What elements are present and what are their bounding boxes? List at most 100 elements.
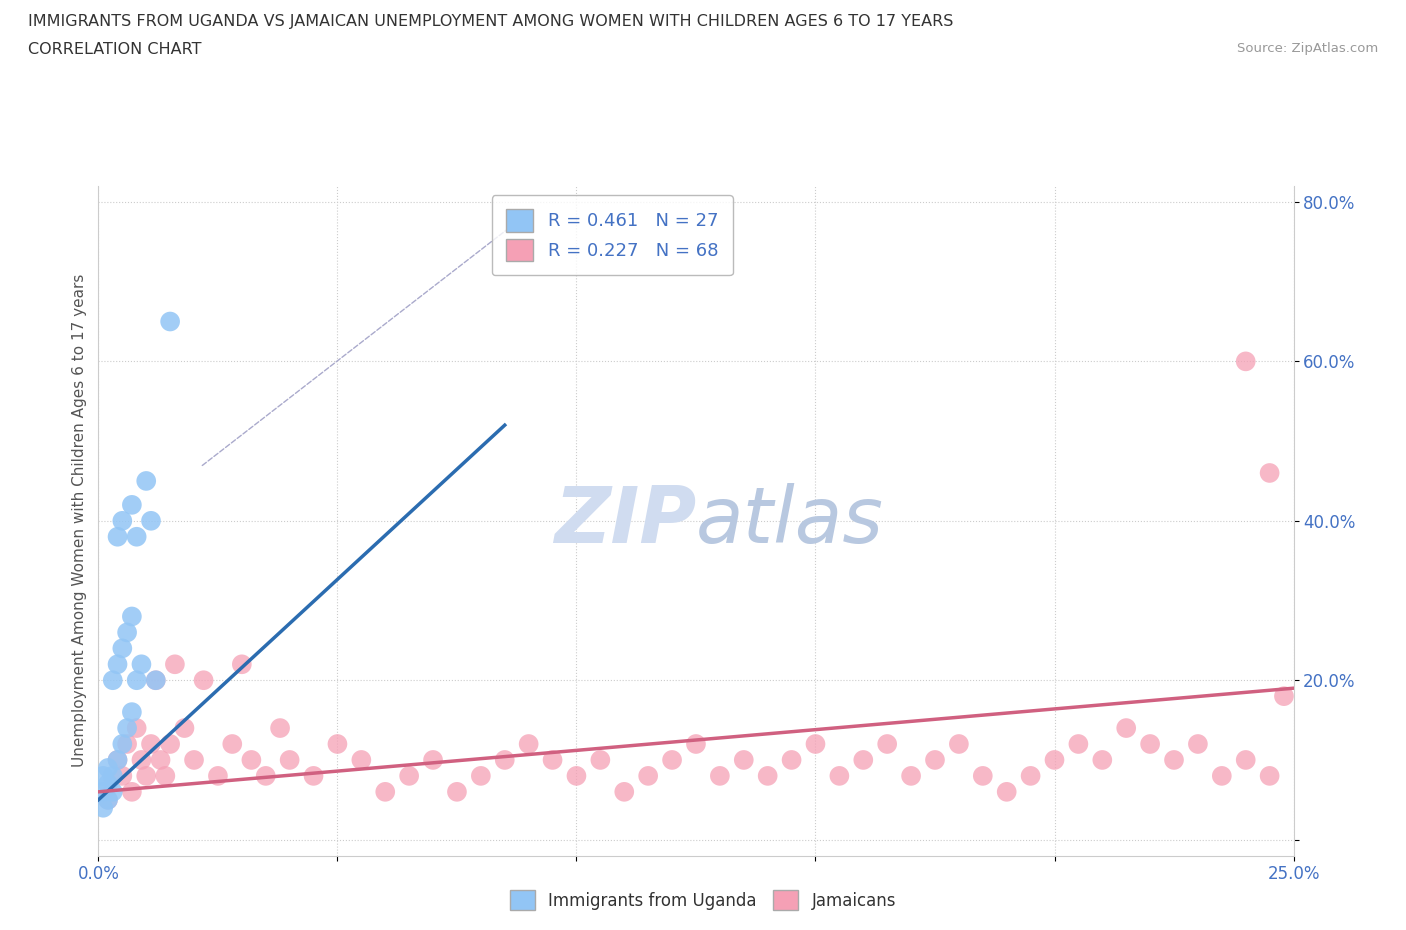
Point bbox=[1234, 354, 1257, 369]
Point bbox=[97, 792, 120, 807]
Point bbox=[139, 737, 162, 751]
Point bbox=[254, 768, 277, 783]
Point bbox=[111, 513, 134, 528]
Point bbox=[155, 768, 177, 783]
Point bbox=[541, 752, 564, 767]
Point bbox=[995, 784, 1018, 799]
Text: ZIP: ZIP bbox=[554, 483, 696, 559]
Point bbox=[159, 314, 181, 329]
Point bbox=[613, 784, 636, 799]
Point bbox=[111, 641, 134, 656]
Point bbox=[125, 721, 148, 736]
Point bbox=[1091, 752, 1114, 767]
Point bbox=[1187, 737, 1209, 751]
Point bbox=[1115, 721, 1137, 736]
Point bbox=[1163, 752, 1185, 767]
Legend: R = 0.461   N = 27, R = 0.227   N = 68: R = 0.461 N = 27, R = 0.227 N = 68 bbox=[492, 195, 733, 275]
Point bbox=[1258, 466, 1281, 481]
Point bbox=[107, 529, 129, 544]
Y-axis label: Unemployment Among Women with Children Ages 6 to 17 years: Unemployment Among Women with Children A… bbox=[72, 274, 87, 767]
Point bbox=[107, 657, 129, 671]
Point bbox=[350, 752, 373, 767]
Point bbox=[876, 737, 898, 751]
Point bbox=[1272, 689, 1295, 704]
Point bbox=[107, 752, 129, 767]
Point bbox=[149, 752, 172, 767]
Point bbox=[221, 737, 243, 751]
Text: CORRELATION CHART: CORRELATION CHART bbox=[28, 42, 201, 57]
Point bbox=[121, 498, 143, 512]
Point bbox=[131, 752, 153, 767]
Point bbox=[115, 737, 138, 751]
Point bbox=[121, 609, 143, 624]
Point bbox=[97, 777, 120, 791]
Point bbox=[101, 768, 124, 783]
Point bbox=[183, 752, 205, 767]
Point bbox=[97, 761, 120, 776]
Point bbox=[828, 768, 851, 783]
Point bbox=[97, 792, 120, 807]
Point bbox=[398, 768, 420, 783]
Point bbox=[972, 768, 994, 783]
Point bbox=[1019, 768, 1042, 783]
Point bbox=[91, 801, 114, 816]
Text: IMMIGRANTS FROM UGANDA VS JAMAICAN UNEMPLOYMENT AMONG WOMEN WITH CHILDREN AGES 6: IMMIGRANTS FROM UGANDA VS JAMAICAN UNEMP… bbox=[28, 14, 953, 29]
Point bbox=[121, 705, 143, 720]
Point bbox=[91, 768, 114, 783]
Point bbox=[780, 752, 803, 767]
Point bbox=[661, 752, 683, 767]
Point bbox=[637, 768, 659, 783]
Point bbox=[326, 737, 349, 751]
Point bbox=[302, 768, 325, 783]
Point bbox=[733, 752, 755, 767]
Point bbox=[852, 752, 875, 767]
Point bbox=[125, 529, 148, 544]
Point bbox=[101, 672, 124, 687]
Point bbox=[111, 768, 134, 783]
Point bbox=[470, 768, 492, 783]
Point bbox=[207, 768, 229, 783]
Point bbox=[709, 768, 731, 783]
Point bbox=[145, 672, 167, 687]
Point bbox=[231, 657, 253, 671]
Point bbox=[107, 752, 129, 767]
Point bbox=[1139, 737, 1161, 751]
Point bbox=[1234, 752, 1257, 767]
Point bbox=[91, 784, 114, 799]
Point bbox=[173, 721, 195, 736]
Point bbox=[278, 752, 301, 767]
Point bbox=[565, 768, 588, 783]
Point bbox=[517, 737, 540, 751]
Point bbox=[804, 737, 827, 751]
Point bbox=[163, 657, 186, 671]
Point bbox=[1043, 752, 1066, 767]
Legend: Immigrants from Uganda, Jamaicans: Immigrants from Uganda, Jamaicans bbox=[503, 884, 903, 917]
Point bbox=[111, 737, 134, 751]
Point bbox=[948, 737, 970, 751]
Point bbox=[1258, 768, 1281, 783]
Text: atlas: atlas bbox=[696, 483, 884, 559]
Point bbox=[131, 657, 153, 671]
Point bbox=[1211, 768, 1233, 783]
Text: Source: ZipAtlas.com: Source: ZipAtlas.com bbox=[1237, 42, 1378, 55]
Point bbox=[924, 752, 946, 767]
Point bbox=[121, 784, 143, 799]
Point bbox=[101, 784, 124, 799]
Point bbox=[374, 784, 396, 799]
Point bbox=[446, 784, 468, 799]
Point bbox=[115, 721, 138, 736]
Point bbox=[422, 752, 444, 767]
Point bbox=[685, 737, 707, 751]
Point bbox=[494, 752, 516, 767]
Point bbox=[1067, 737, 1090, 751]
Point bbox=[135, 768, 157, 783]
Point bbox=[125, 672, 148, 687]
Point bbox=[240, 752, 263, 767]
Point bbox=[589, 752, 612, 767]
Point bbox=[115, 625, 138, 640]
Point bbox=[145, 672, 167, 687]
Point bbox=[159, 737, 181, 751]
Point bbox=[139, 513, 162, 528]
Point bbox=[193, 672, 215, 687]
Point bbox=[756, 768, 779, 783]
